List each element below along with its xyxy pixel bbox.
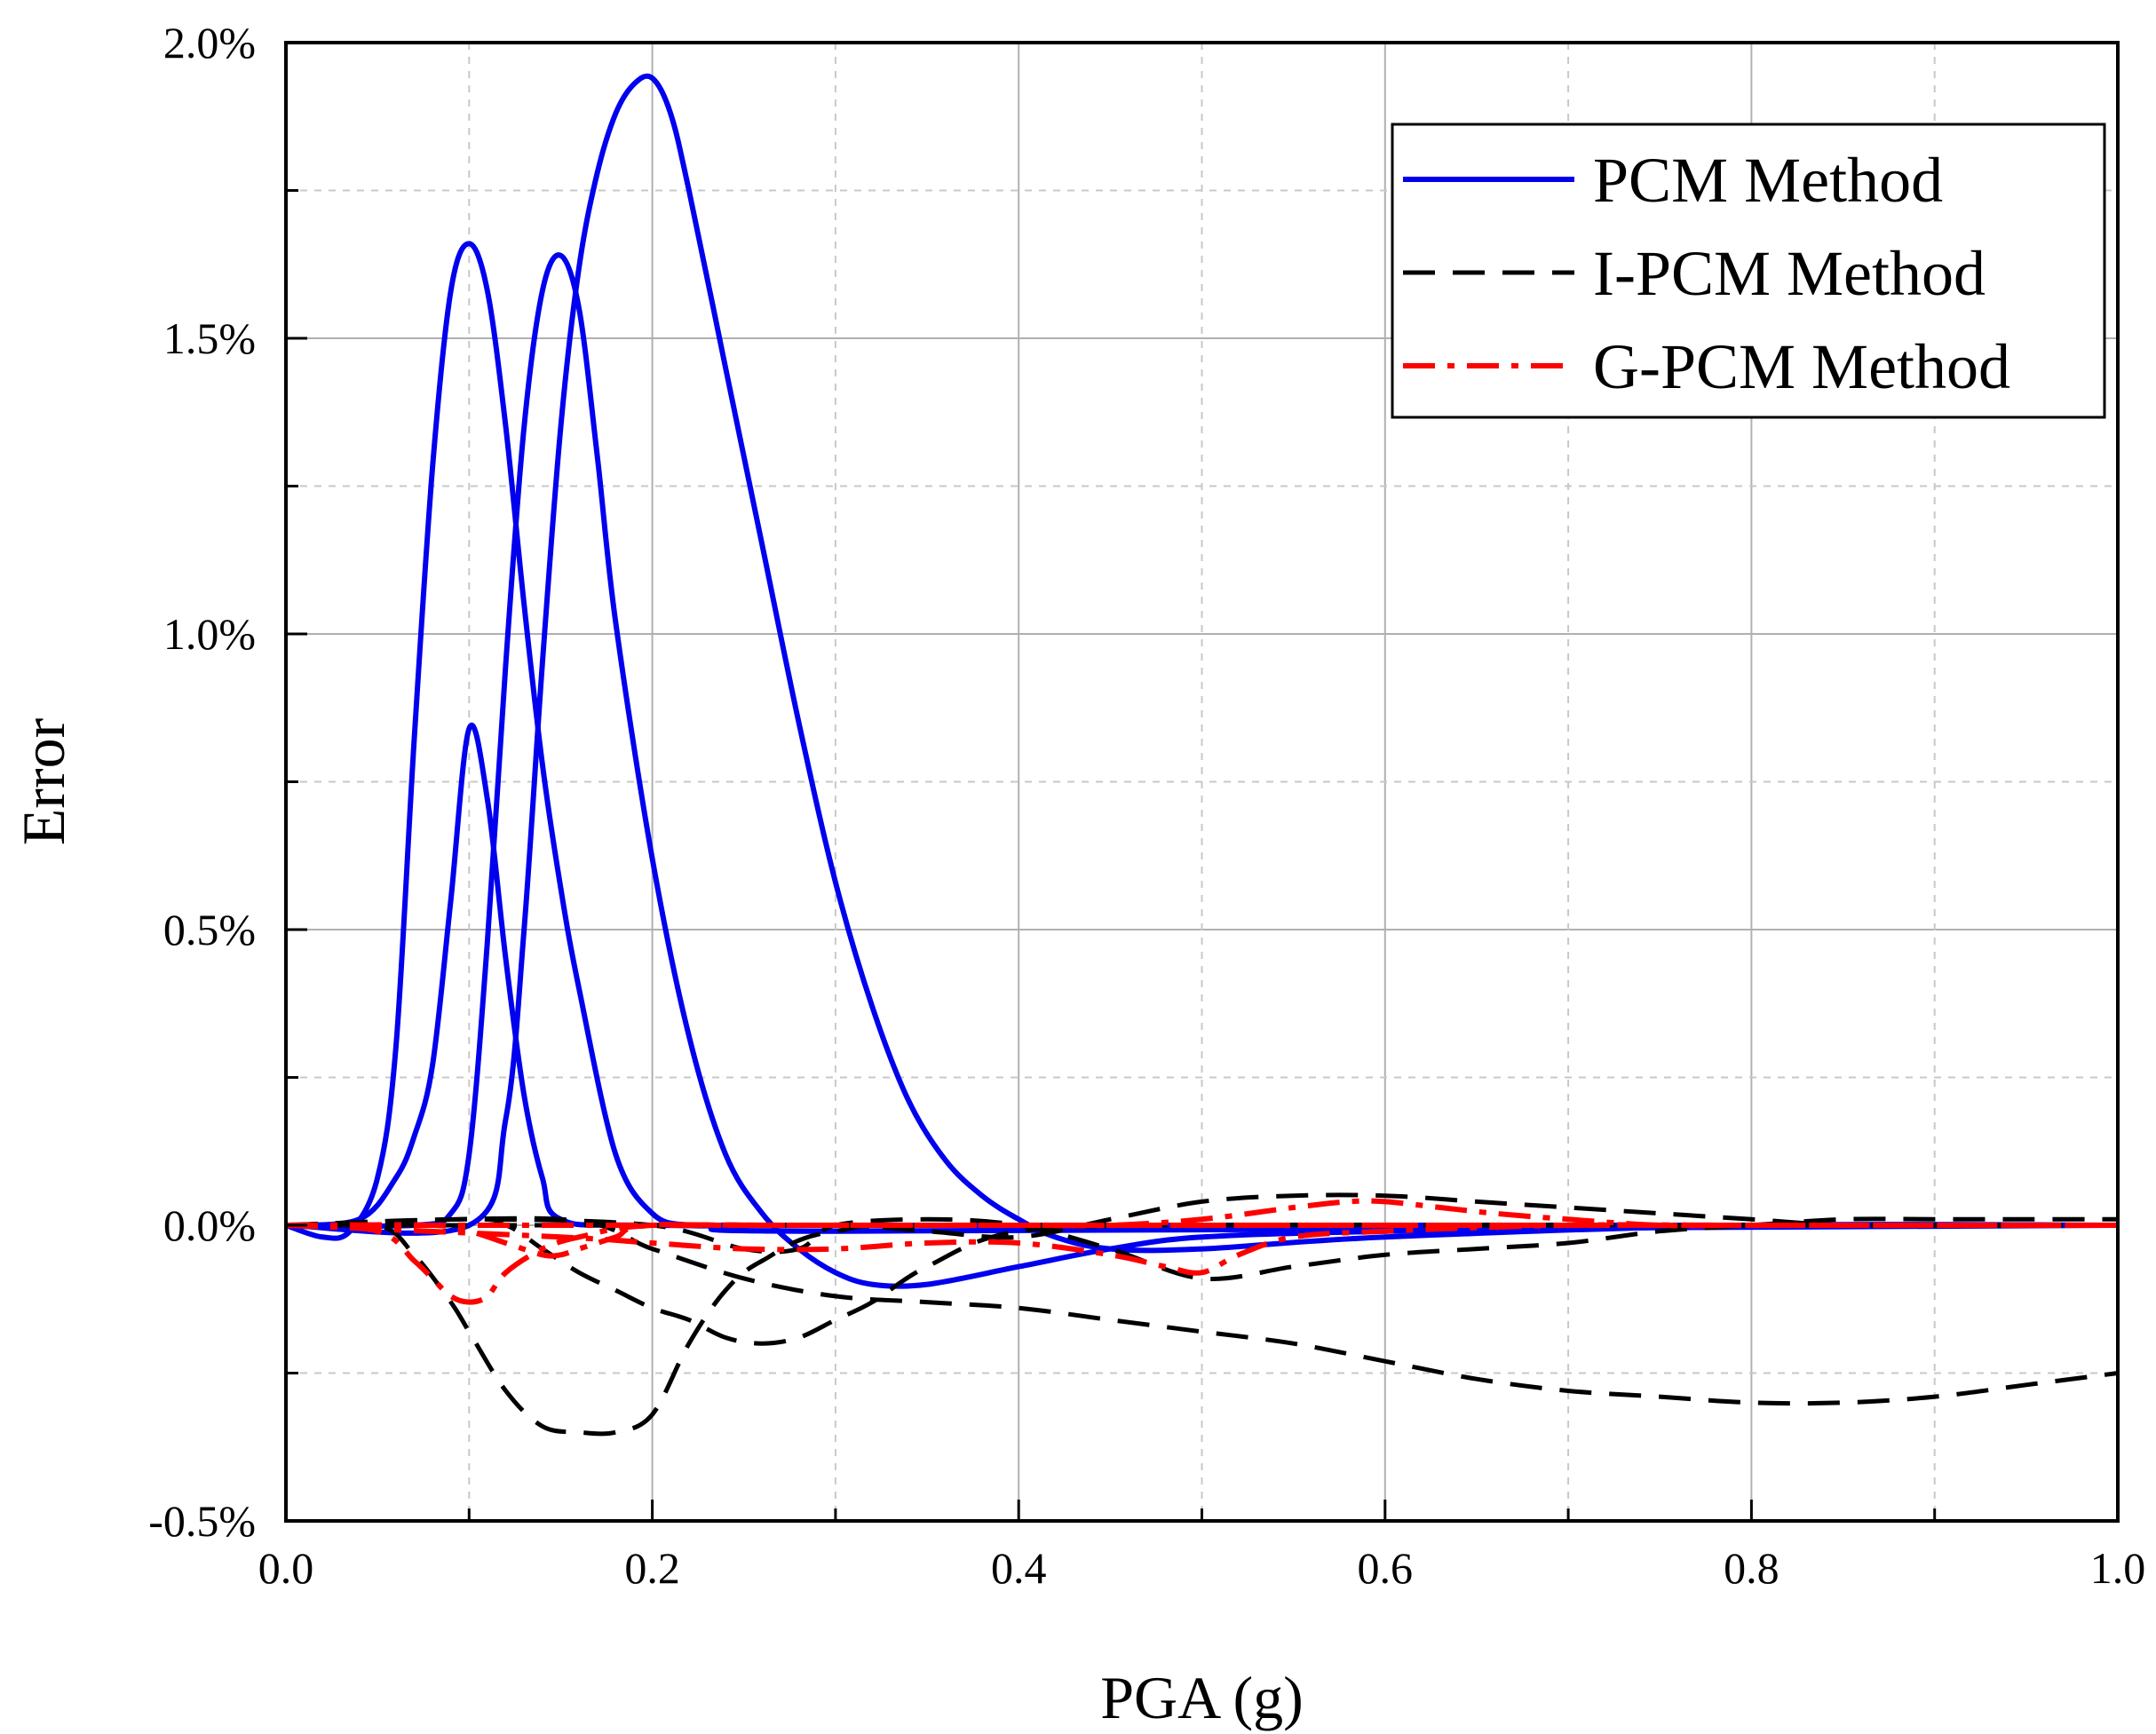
series-layer [285, 73, 2119, 1437]
y-tick-label: 0.5% [163, 905, 256, 954]
y-tick-label: 1.5% [163, 313, 256, 363]
ticks [284, 41, 2120, 1523]
series-line-i-pcm-method-2 [285, 1221, 2118, 1346]
series-line-i-pcm-method-3 [285, 1215, 2119, 1406]
series-line-pcm-method-3 [285, 252, 2119, 1289]
y-tick-label: -0.5% [148, 1496, 256, 1546]
x-tick-label: 0.4 [991, 1543, 1047, 1593]
legend: PCM Method I-PCM Method G-PCM Method [1391, 123, 2106, 419]
tick-labels: 0.0 0.2 0.4 0.6 0.8 1.0 -0.5% 0.0% 0.5% 1.0% 1.5% 2… [148, 18, 2145, 1593]
y-axis-title: Error [10, 717, 77, 845]
legend-label: I-PCM Method [1593, 238, 1986, 309]
y-tick-label: 1.0% [163, 609, 256, 659]
x-tick-label: 0.6 [1358, 1543, 1414, 1593]
y-tick-label: 0.0% [163, 1200, 256, 1250]
series-line-g-pcm-method-2 [285, 1222, 2118, 1259]
series-line-pcm-method-4 [285, 73, 2119, 1254]
x-tick-label: 0.2 [624, 1543, 680, 1593]
x-tick-label: 0.8 [1724, 1543, 1779, 1593]
legend-label: G-PCM Method [1593, 331, 2010, 402]
series-line-i-pcm-method-4 [285, 1216, 2118, 1281]
y-tick-label: 2.0% [163, 18, 256, 67]
series-line-pcm-method [285, 241, 2119, 1241]
x-tick-label: 0.0 [258, 1543, 314, 1593]
series-line-g-pcm-method [285, 1222, 2118, 1305]
x-tick-label: 1.0 [2090, 1543, 2146, 1593]
legend-label: PCM Method [1593, 145, 1943, 216]
series-line-g-pcm-method-4 [285, 1198, 2118, 1229]
x-axis-title: PGA (g) [1100, 1664, 1304, 1731]
